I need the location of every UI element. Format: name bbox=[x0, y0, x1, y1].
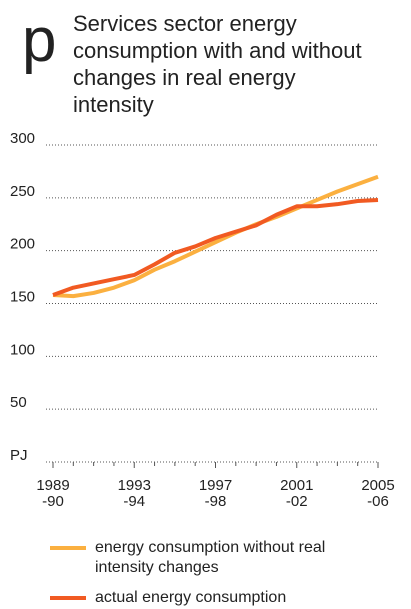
x-tick-label: 1997 -98 bbox=[199, 477, 232, 510]
series-line bbox=[52, 174, 379, 299]
legend-swatch bbox=[50, 546, 86, 550]
x-tick-label: 2005 -06 bbox=[361, 477, 394, 510]
legend-label: actual energy consumption bbox=[95, 589, 287, 606]
legend-swatch bbox=[50, 596, 86, 600]
series-line bbox=[52, 197, 379, 297]
y-tick-label: 250 bbox=[10, 183, 35, 200]
x-tick-label: 1989 -90 bbox=[36, 477, 69, 510]
y-tick-label: 150 bbox=[10, 289, 35, 306]
panel-label: p bbox=[22, 6, 57, 75]
chart-title: Services sector energy consumption with … bbox=[73, 11, 362, 117]
chart: PJ 50 100 150 200 250 300 1989 -90 1993 -94 1997 -98… bbox=[10, 130, 395, 510]
y-tick-label: 300 bbox=[10, 130, 35, 147]
x-tick-label: 2001 -02 bbox=[280, 477, 313, 510]
y-tick-label: PJ bbox=[10, 447, 28, 464]
y-tick-label: 200 bbox=[10, 236, 35, 253]
y-tick-label: 50 bbox=[10, 394, 27, 411]
x-tick-label: 1993 -94 bbox=[118, 477, 151, 510]
legend-label: energy consumption without real intensit… bbox=[95, 539, 326, 576]
y-tick-label: 100 bbox=[10, 341, 35, 358]
